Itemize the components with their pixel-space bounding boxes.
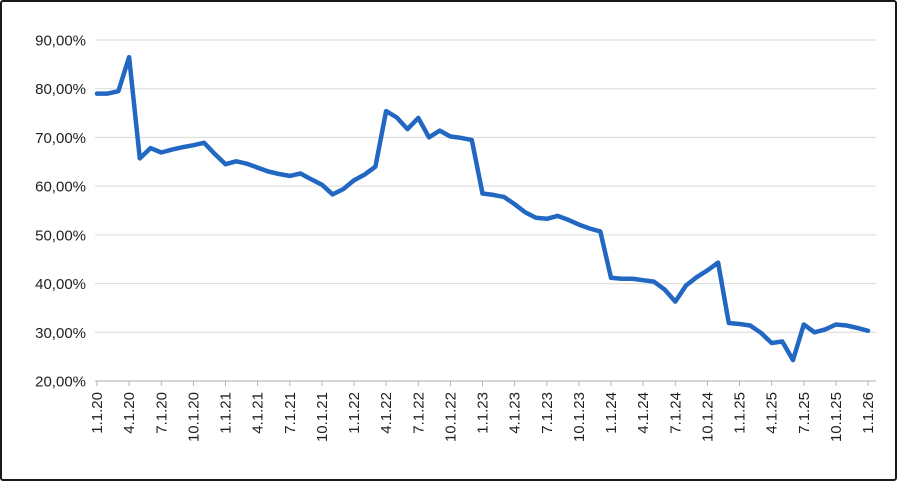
x-tick-label: 4.1.20: [121, 392, 138, 434]
x-tick-label: 10.1.23: [571, 392, 588, 442]
y-tick-label: 20,00%: [35, 374, 86, 391]
x-tick-label: 1.1.24: [603, 392, 620, 434]
x-tick-label: 10.1.25: [828, 392, 845, 442]
x-tick-label: 7.1.24: [667, 392, 684, 434]
x-tick-label: 1.1.26: [860, 392, 877, 434]
x-tick-label: 7.1.23: [539, 392, 556, 434]
y-tick-label: 70,00%: [35, 130, 86, 147]
data-line: [94, 54, 871, 363]
x-tick-label: 4.1.21: [250, 392, 267, 434]
y-tick-label: 90,00%: [35, 33, 86, 50]
x-tick-label: 10.1.20: [185, 392, 202, 442]
x-tick-label: 7.1.20: [153, 392, 170, 434]
y-tick-label: 30,00%: [35, 325, 86, 342]
y-tick-label: 50,00%: [35, 227, 86, 244]
x-tick-label: 7.1.25: [796, 392, 813, 434]
x-tick-label: 7.1.22: [410, 392, 427, 434]
x-tick-label: 1.1.20: [89, 392, 106, 434]
x-tick-label: 4.1.22: [378, 392, 395, 434]
x-tick-label: 4.1.25: [764, 392, 781, 434]
x-tick-label: 10.1.21: [314, 392, 331, 442]
x-tick-label: 4.1.23: [507, 392, 524, 434]
x-tick-label: 10.1.22: [442, 392, 459, 442]
x-tick-label: 4.1.24: [635, 392, 652, 434]
y-tick-label: 60,00%: [35, 179, 86, 196]
x-tick-label: 7.1.21: [282, 392, 299, 434]
x-tick-label: 1.1.22: [346, 392, 363, 434]
x-tick-label: 10.1.24: [699, 392, 716, 442]
x-tick-label: 1.1.23: [475, 392, 492, 434]
y-tick-label: 40,00%: [35, 276, 86, 293]
x-tick-label: 1.1.21: [218, 392, 235, 434]
y-tick-label: 80,00%: [35, 81, 86, 98]
x-tick-label: 1.1.25: [732, 392, 749, 434]
